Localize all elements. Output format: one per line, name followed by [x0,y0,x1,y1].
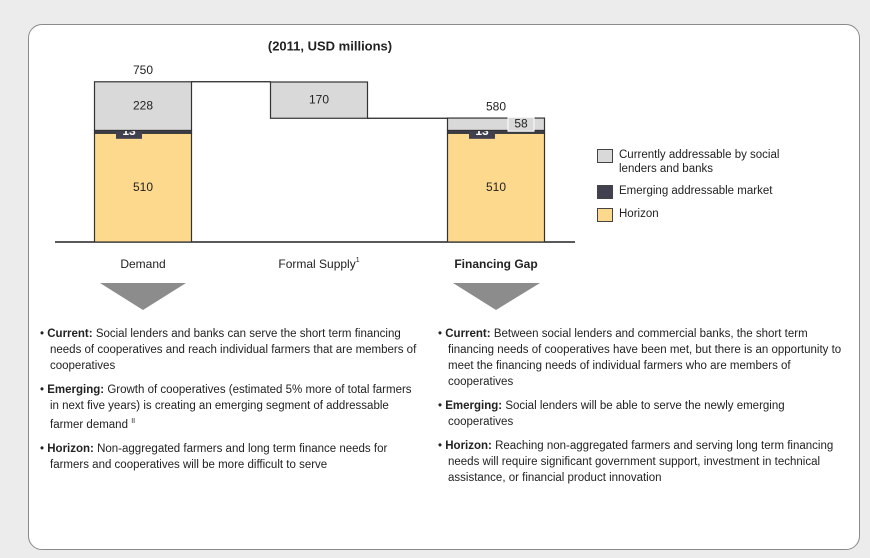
legend-label: Currently addressable by social lenders … [619,149,780,175]
bullet-text: Between social lenders and commercial ba… [448,328,842,388]
bullet: • Horizon: Reaching non-aggregated farme… [438,440,834,484]
data-label: 510 [486,180,506,194]
data-label: 228 [133,98,153,112]
bar-segment [93,81,193,132]
footnote-ref: 1 [356,257,360,264]
x-tick-label: Financing Gap [454,257,537,271]
bullet-label: Horizon: [47,442,94,455]
bullet-label: Emerging: [445,400,503,412]
bullet-label: Current: [445,328,491,340]
bar-segment [269,81,369,119]
chart-title: (2011, USD millions) [268,38,392,53]
bullet: • Emerging: Social lenders will be able … [438,400,785,428]
legend-item: Horizon [597,207,807,222]
legend-label: Horizon [619,208,659,220]
bullet: • Horizon: Non-aggregated farmers and lo… [40,442,388,471]
bullet-text: Reaching non-aggregated farmers and serv… [448,440,834,484]
data-label-box [507,116,535,132]
arrow [100,283,186,310]
bullet: • Current: Social lenders and banks can … [40,328,417,372]
legend-label: Emerging addressable market [619,185,773,197]
bullet-text: Social lenders will be able to serve the… [448,400,785,428]
notes-left: • Current: Social lenders and banks can … [40,326,420,481]
legend-item: Emerging addressable market [597,184,807,199]
data-label: 170 [309,92,329,106]
bullet-text: Social lenders and banks can serve the s… [50,328,417,372]
bullet-label: Emerging: [47,384,105,396]
total-label: 580 [486,99,506,113]
legend: Currently addressable by social lenders … [597,148,807,230]
bullet: • Current: Between social lenders and co… [438,328,842,388]
bar-segment [93,132,193,243]
total-label: 750 [133,63,153,77]
bullet-label: Current: [47,328,93,340]
bullet-text: Non-aggregated farmers and long term fin… [50,442,388,471]
bar-segment [446,132,546,243]
x-tick-label: Formal Supply1 [278,257,359,271]
bullet-label: Horizon: [445,440,492,452]
legend-swatch [597,208,613,222]
arrow [453,283,540,310]
footnote-ref: II [131,418,136,425]
bullet-text: Growth of cooperatives (estimated 5% mor… [50,384,412,431]
bullet: • Emerging: Growth of cooperatives (esti… [40,384,412,431]
data-label: 510 [133,180,153,194]
legend-item: Currently addressable by social lenders … [597,148,807,176]
legend-swatch [597,149,613,163]
notes-right: • Current: Between social lenders and co… [438,326,843,494]
data-label: 58 [514,116,528,130]
x-tick-label: Demand [120,257,165,271]
legend-swatch [597,185,613,199]
